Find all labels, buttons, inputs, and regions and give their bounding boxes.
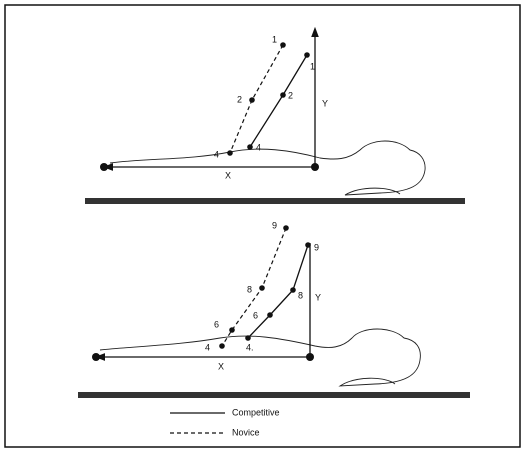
label: 8	[247, 284, 252, 294]
legend: Competitive Novice	[170, 407, 280, 437]
axis-label: Y	[315, 292, 321, 302]
point	[245, 335, 251, 341]
point	[305, 242, 311, 248]
bed	[78, 392, 470, 398]
point	[267, 312, 273, 318]
bottom-panel: 9 9 8 8 6 6 4 4. Y X	[78, 220, 470, 398]
axis-label: X	[225, 170, 231, 180]
end-point	[92, 353, 100, 361]
point	[304, 52, 310, 58]
point	[290, 287, 296, 293]
axis-label: X	[218, 361, 224, 371]
point	[280, 42, 286, 48]
legend-label: Novice	[232, 427, 260, 437]
competitive-path	[250, 55, 307, 147]
point	[247, 144, 253, 150]
label: 2	[288, 90, 293, 100]
label: 4	[205, 342, 210, 352]
label: 4.	[246, 342, 254, 352]
axis-label: Y	[322, 98, 328, 108]
end-point	[100, 163, 108, 171]
point	[283, 225, 289, 231]
bed	[85, 198, 465, 204]
point	[219, 343, 225, 349]
point	[227, 150, 233, 156]
label: 9	[314, 242, 319, 252]
label: 9	[272, 220, 277, 230]
label: 2	[237, 94, 242, 104]
label: 1	[310, 61, 315, 71]
figure: 1 1 2 2 4 4 Y X 9 9 8 8 6 6 4 4. Y X Com…	[0, 0, 527, 452]
label: 1	[272, 34, 277, 44]
label: 6	[253, 310, 258, 320]
point	[249, 97, 255, 103]
point	[229, 327, 235, 333]
label: 4	[214, 149, 219, 159]
point	[280, 92, 286, 98]
point	[259, 285, 265, 291]
top-panel: 1 1 2 2 4 4 Y X	[85, 32, 465, 204]
legend-label: Competitive	[232, 407, 280, 417]
label: 8	[298, 290, 303, 300]
origin	[311, 163, 319, 171]
frame	[5, 5, 520, 447]
origin	[306, 353, 314, 361]
body-outline	[110, 141, 425, 195]
label: 6	[214, 319, 219, 329]
label: 4	[256, 142, 261, 152]
